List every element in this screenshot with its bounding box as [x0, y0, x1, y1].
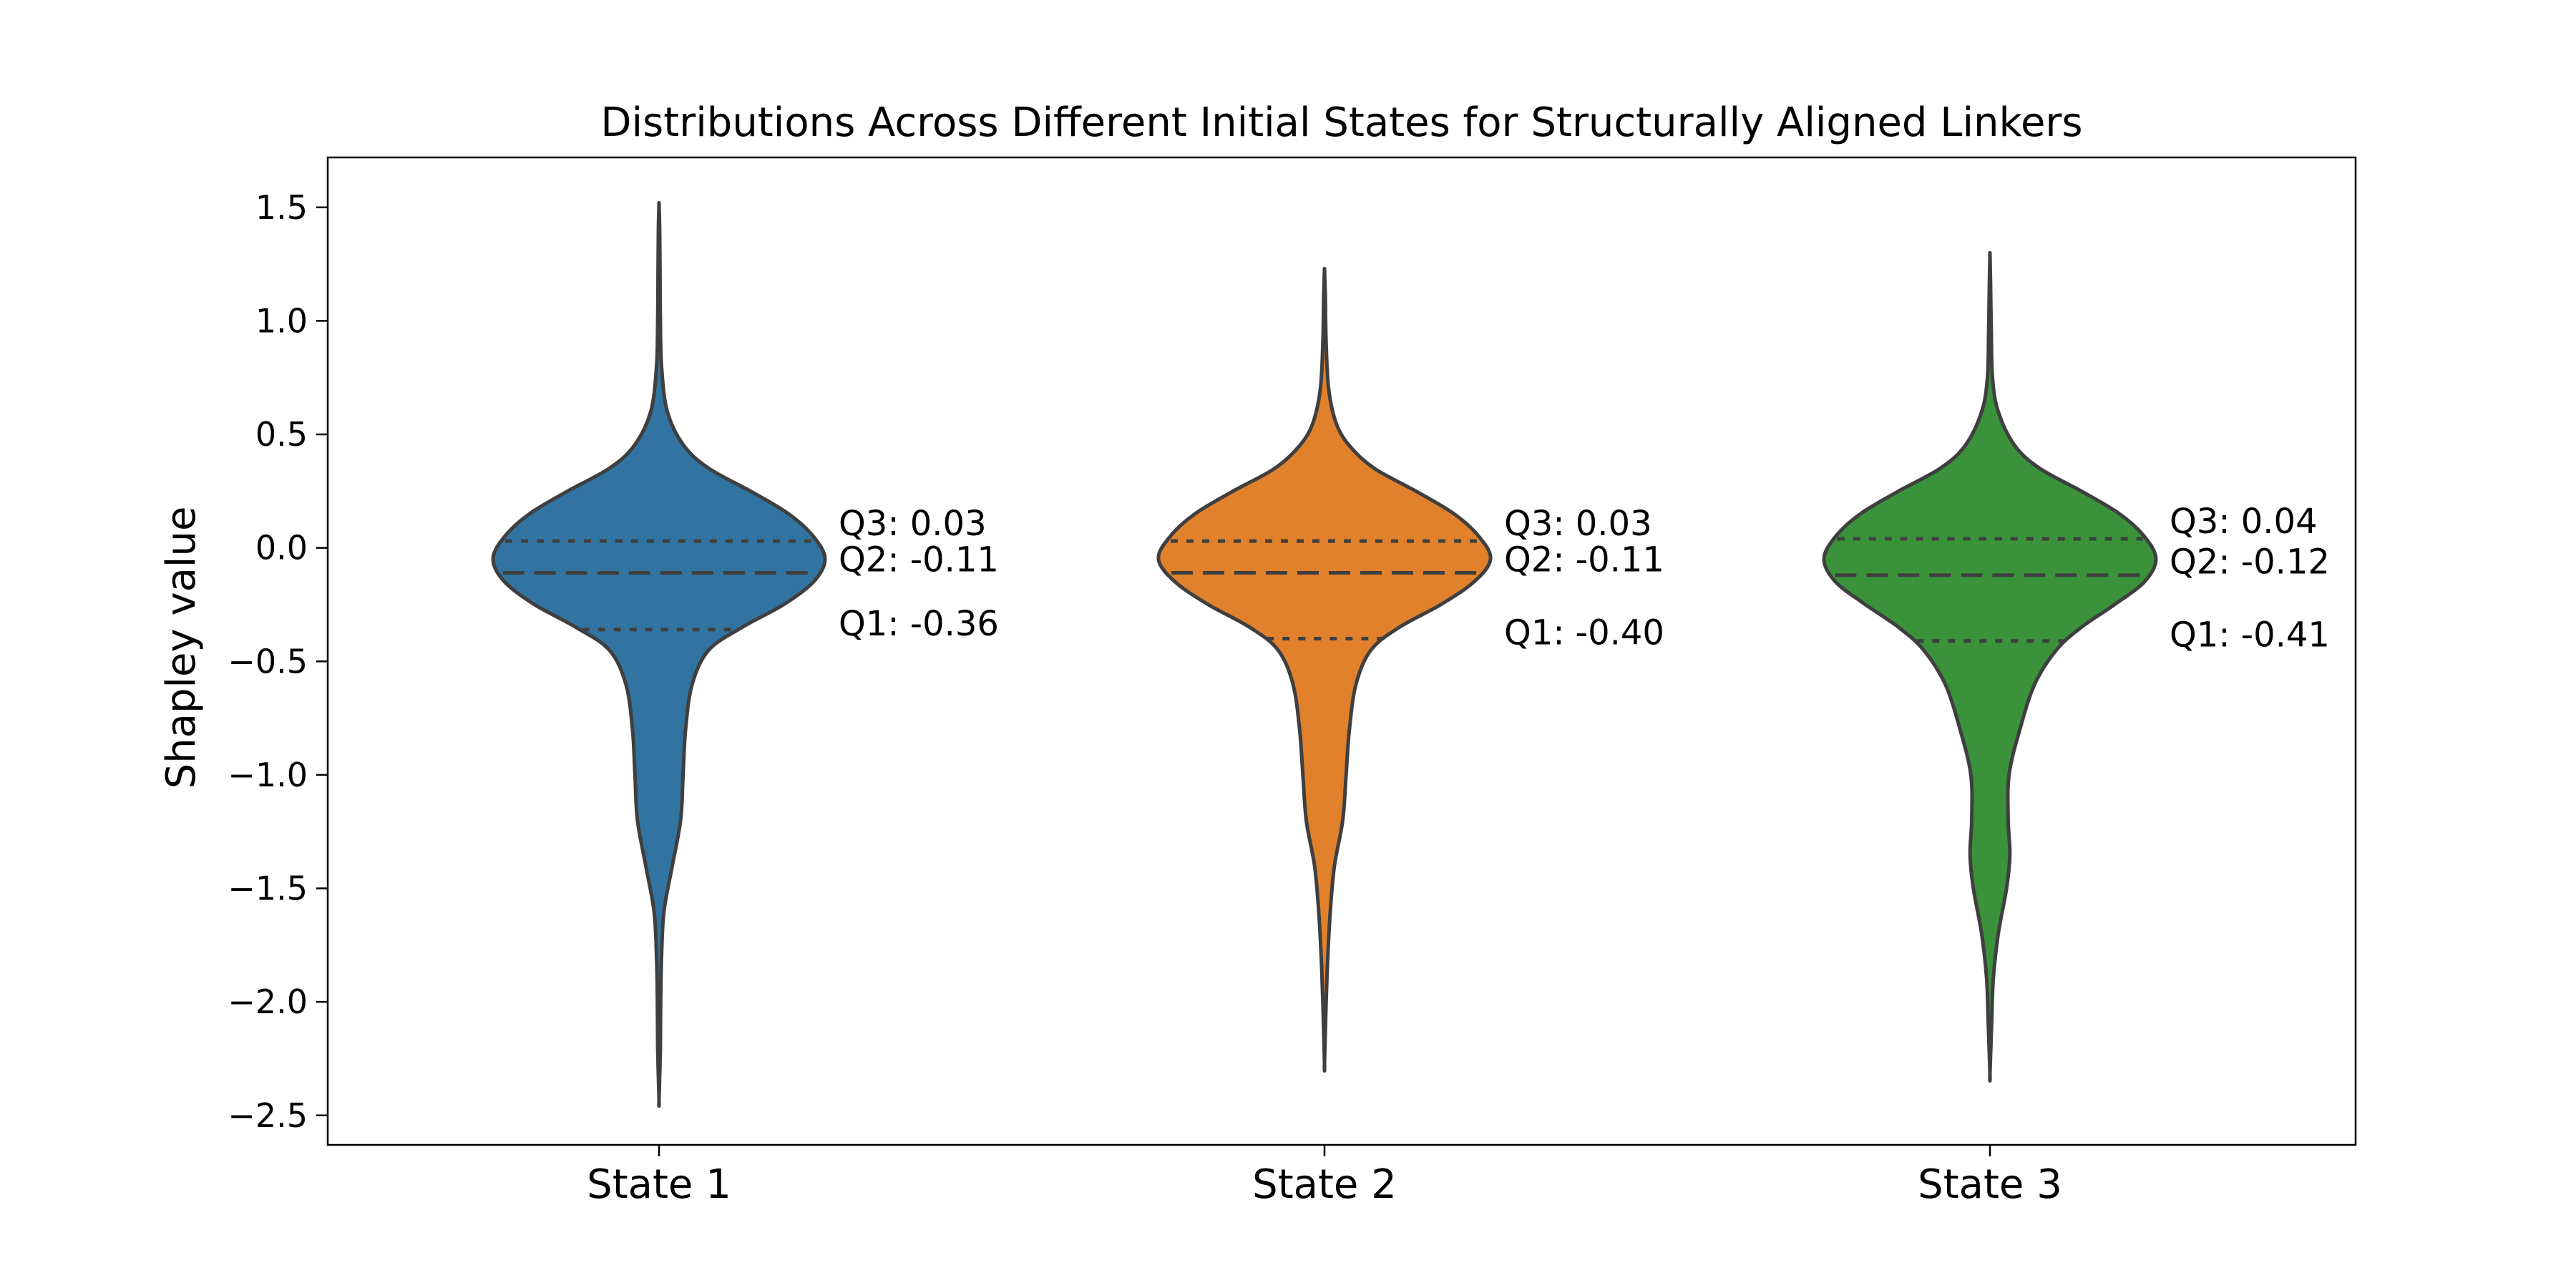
q3-annotation: Q3: 0.03: [1504, 504, 1652, 544]
x-axis: State 1 State 2 State 3: [587, 1145, 2062, 1208]
q1-annotation: Q1: -0.41: [2170, 615, 2330, 655]
chart-title: Distributions Across Different Initial S…: [600, 99, 2082, 146]
q1-annotation: Q1: -0.36: [839, 604, 999, 644]
violin-body: [1156, 266, 1493, 1073]
q2-annotation: Q2: -0.12: [2170, 542, 2330, 582]
q3-annotation: Q3: 0.03: [839, 504, 987, 544]
violin-2: [1156, 266, 1493, 1073]
y-axis: 1.5 1.0 0.5 0.0 −0.5 −1.0 −1.5 −2.0 −2.5: [228, 188, 328, 1135]
y-tick-label: −0.5: [228, 642, 308, 680]
y-tick-label: 0.5: [255, 415, 308, 454]
y-tick-label: −2.5: [228, 1096, 308, 1135]
q2-annotation: Q2: -0.11: [1504, 540, 1664, 580]
q1-annotation: Q1: -0.40: [1504, 613, 1664, 653]
y-tick-label: 1.5: [255, 188, 308, 227]
q2-annotation: Q2: -0.11: [839, 540, 999, 580]
plot-frame: [326, 156, 2357, 1146]
y-tick-label: 1.0: [255, 301, 308, 340]
x-tick-label: State 1: [587, 1161, 731, 1208]
violin-3: [1822, 250, 2158, 1083]
x-tick-label: State 3: [1918, 1161, 2062, 1208]
violins-layer: [491, 200, 2158, 1108]
y-tick-label: 0.0: [255, 529, 308, 567]
y-tick-label: −2.0: [228, 982, 308, 1021]
x-tick-label: State 2: [1252, 1161, 1397, 1208]
violin-body: [491, 200, 827, 1108]
y-tick-label: −1.0: [228, 756, 308, 794]
q3-annotation: Q3: 0.04: [2170, 502, 2318, 542]
y-axis-label: Shapley value: [158, 507, 205, 789]
y-tick-label: −1.5: [228, 869, 308, 908]
violin-body: [1822, 250, 2158, 1083]
violin-1: [491, 200, 827, 1108]
